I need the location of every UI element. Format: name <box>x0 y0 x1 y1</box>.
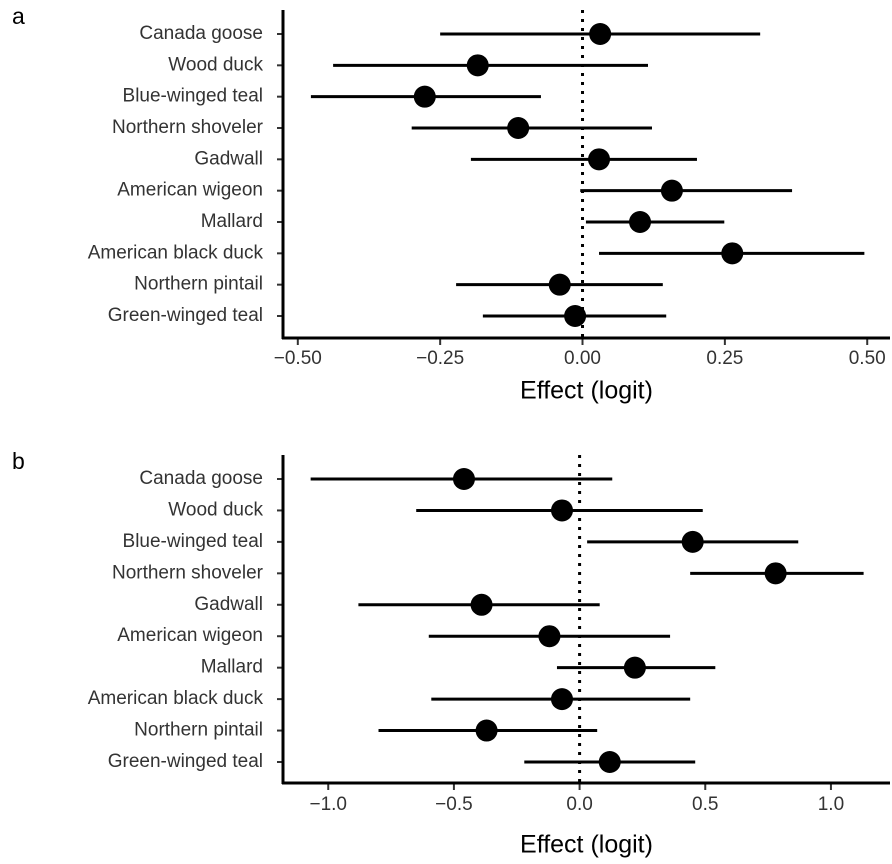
category-label: American black duck <box>88 688 264 709</box>
point <box>413 85 436 108</box>
point <box>452 468 475 490</box>
x-tick-label: −0.50 <box>274 348 322 369</box>
category-label: Wood duck <box>168 54 263 75</box>
category-label: Gadwall <box>194 148 263 169</box>
point <box>681 530 704 553</box>
category-label: Canada goose <box>139 468 263 489</box>
category-label: Gadwall <box>194 594 263 615</box>
x-tick-label: 0.0 <box>566 794 592 815</box>
point <box>588 148 611 171</box>
x-tick-label: −1.0 <box>309 794 347 815</box>
category-label: Green-winged teal <box>108 751 263 772</box>
category-label: Northern pintail <box>134 274 263 295</box>
point <box>660 179 683 202</box>
x-axis-title: Effect (logit) <box>520 377 653 405</box>
category-label: Canada goose <box>139 23 263 44</box>
x-tick-label: 0.50 <box>849 348 886 369</box>
category-label: Blue-winged teal <box>123 86 263 107</box>
point <box>550 688 573 711</box>
point <box>470 593 493 616</box>
category-label: Northern shoveler <box>112 562 264 583</box>
point <box>764 562 787 585</box>
category-label: Mallard <box>201 211 263 232</box>
x-tick-label: −0.5 <box>435 794 473 815</box>
x-tick-label: 0.00 <box>564 348 601 369</box>
category-label: Blue-winged teal <box>123 531 263 552</box>
point <box>475 719 498 742</box>
panel-label: a <box>12 3 25 29</box>
category-label: Northern pintail <box>134 720 263 741</box>
point <box>721 242 744 265</box>
category-label: American black duck <box>88 242 264 263</box>
point <box>629 211 652 233</box>
panel-label: b <box>12 448 25 474</box>
x-axis-title: Effect (logit) <box>520 831 653 859</box>
point <box>623 656 646 679</box>
point <box>538 625 561 648</box>
category-label: American wigeon <box>117 625 263 646</box>
category-label: American wigeon <box>117 180 263 201</box>
point <box>564 305 587 327</box>
point <box>507 117 530 139</box>
category-label: Green-winged teal <box>108 305 263 326</box>
category-label: Wood duck <box>168 499 263 520</box>
point <box>548 273 571 296</box>
category-label: Northern shoveler <box>112 117 264 138</box>
point <box>598 751 621 773</box>
x-tick-label: −0.25 <box>416 348 464 369</box>
point <box>550 499 573 522</box>
point <box>589 23 612 45</box>
x-tick-label: 1.0 <box>818 794 844 815</box>
x-tick-label: 0.5 <box>692 794 718 815</box>
x-tick-label: 0.25 <box>706 348 743 369</box>
point <box>466 54 489 77</box>
category-label: Mallard <box>201 657 263 678</box>
